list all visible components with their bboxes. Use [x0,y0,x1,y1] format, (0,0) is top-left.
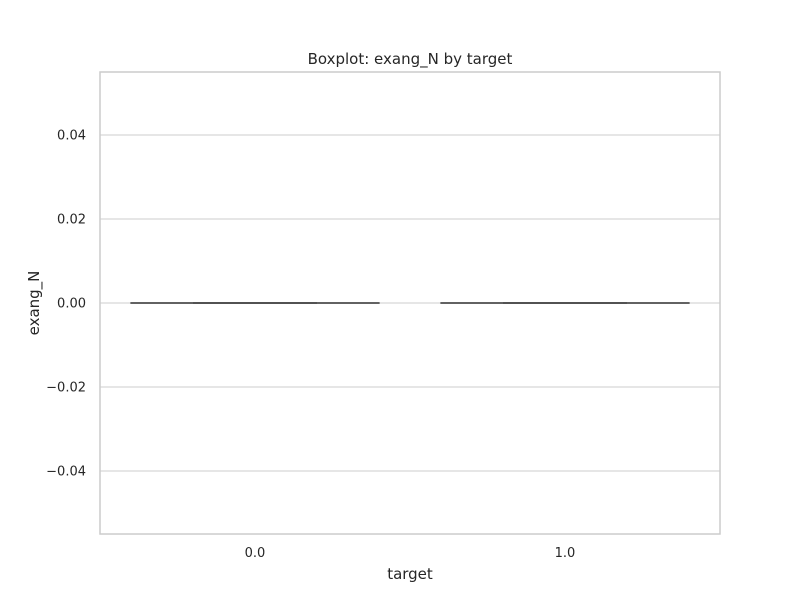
x-axis-label: target [387,565,433,583]
y-tick-label: 0.00 [57,297,86,312]
x-tick-label: 0.0 [245,546,266,561]
y-tick-label: −0.02 [46,381,86,396]
x-tick-label: 1.0 [555,546,576,561]
y-axis-label: exang_N [25,271,44,336]
x-tick-labels: 0.0 1.0 [245,546,576,561]
chart-title: Boxplot: exang_N by target [308,50,513,69]
y-tick-label: 0.02 [57,213,86,228]
y-tick-label: 0.04 [57,129,86,144]
y-tick-labels: −0.04 −0.02 0.00 0.02 0.04 [46,129,86,480]
plot-frame [99,71,721,535]
y-tick-label: −0.04 [46,465,86,480]
